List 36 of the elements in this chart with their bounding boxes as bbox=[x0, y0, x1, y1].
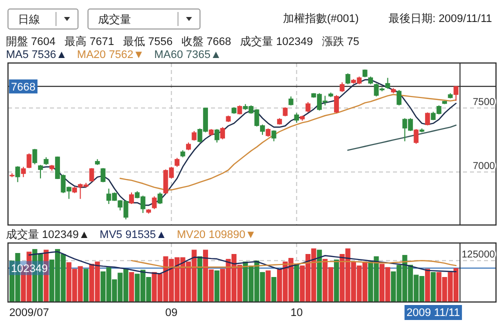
text: 收盤 7668 bbox=[182, 36, 232, 48]
x-tick-label: 09 bbox=[165, 307, 178, 319]
bar bbox=[425, 268, 430, 302]
bar bbox=[430, 272, 436, 302]
ref-line-label: 102349 bbox=[11, 263, 48, 276]
bar bbox=[271, 277, 276, 302]
text: MA5 7536▲ bbox=[6, 49, 68, 61]
y-tick-label: 7000 bbox=[472, 160, 496, 172]
text: 成交量 bbox=[98, 13, 131, 26]
x-tick-label: 2009/07 bbox=[9, 307, 49, 319]
text: 最低 7556 bbox=[123, 36, 173, 48]
text: 開盤 7604 bbox=[6, 36, 56, 48]
text: MA20 7562▼ bbox=[77, 49, 144, 61]
text: MV20 109890▼ bbox=[176, 229, 256, 241]
y-tick-label: 125000 bbox=[462, 250, 496, 261]
text: 日線 bbox=[18, 14, 40, 26]
bar bbox=[266, 270, 271, 302]
bar bbox=[294, 264, 300, 302]
text: 漲跌 75 bbox=[322, 36, 360, 48]
bar bbox=[84, 268, 88, 302]
text: 成交量 102349 bbox=[240, 35, 313, 48]
text: MV5 91535▲ bbox=[100, 229, 167, 241]
bar bbox=[316, 250, 322, 302]
chart-subtitle: 最後日期: 2009/11/11 bbox=[388, 13, 492, 25]
x-tick-label: 2009 11/11 bbox=[406, 307, 460, 319]
ref-line-label: 7668 bbox=[11, 81, 36, 94]
text: MA60 7365▲ bbox=[154, 49, 222, 61]
text: 最高 7671 bbox=[64, 35, 114, 48]
bar bbox=[197, 256, 202, 302]
bar bbox=[214, 270, 220, 302]
text: 成交量 102349▲ bbox=[6, 228, 90, 241]
y-tick-label: 7500 bbox=[472, 96, 496, 108]
bar bbox=[334, 260, 339, 302]
x-tick-label: 10 bbox=[290, 307, 303, 319]
chart-title: 加權指數(#001) bbox=[283, 12, 359, 25]
bar bbox=[129, 272, 134, 302]
